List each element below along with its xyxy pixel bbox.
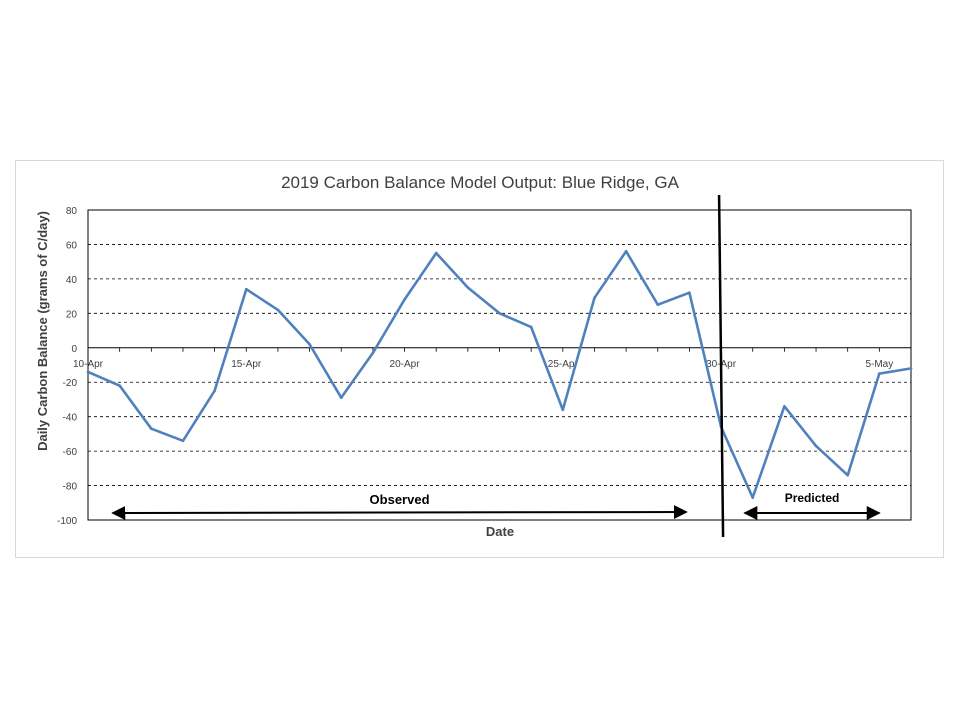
x-axis-label: Date xyxy=(486,524,514,539)
data-point xyxy=(434,251,438,255)
data-point xyxy=(909,367,913,370)
y-tick-labels: 80 60 40 20 0 -20 -40 -60 -80 -100 xyxy=(57,206,77,527)
data-point xyxy=(276,308,280,312)
data-point xyxy=(751,496,755,499)
series-line xyxy=(86,250,913,499)
data-point xyxy=(878,372,881,375)
y-tick-label: 60 xyxy=(66,240,78,251)
line-chart: 2019 Carbon Balance Model Output: Blue R… xyxy=(35,173,913,539)
data-point xyxy=(624,250,628,253)
annotations: Observed Predicted xyxy=(111,194,881,538)
y-tick-label: -80 xyxy=(63,482,78,493)
x-tick-label: 25-Apr xyxy=(548,359,579,370)
chart-title: 2019 Carbon Balance Model Output: Blue R… xyxy=(281,173,680,192)
data-point xyxy=(181,439,185,443)
y-tick-label: -20 xyxy=(63,378,78,389)
data-point xyxy=(498,312,501,315)
predicted-label: Predicted xyxy=(785,491,840,505)
y-tick-label: -100 xyxy=(57,516,77,527)
data-point xyxy=(846,473,849,477)
plot-area-border xyxy=(87,209,912,521)
data-point xyxy=(783,405,786,408)
data-point xyxy=(213,389,216,393)
data-point xyxy=(308,343,311,346)
data-point xyxy=(466,286,470,289)
x-tick-label: 10-Apr xyxy=(73,359,104,370)
observed-predicted-divider xyxy=(717,194,725,538)
data-point xyxy=(561,408,565,412)
observed-range-arrow xyxy=(111,505,688,520)
data-point xyxy=(86,370,90,374)
chart-frame: 2019 Carbon Balance Model Output: Blue R… xyxy=(15,160,944,558)
x-axis xyxy=(87,347,912,352)
data-point xyxy=(688,291,691,294)
y-tick-label: -60 xyxy=(63,447,78,458)
data-point xyxy=(339,396,343,400)
y-tick-label: 20 xyxy=(66,309,78,320)
y-tick-label: 40 xyxy=(66,275,78,286)
grid-lines xyxy=(88,244,911,486)
data-point xyxy=(593,296,596,300)
data-point xyxy=(118,384,121,387)
data-point xyxy=(814,444,818,448)
x-tick-label: 5-May xyxy=(865,359,893,370)
x-tick-label: 15-Apr xyxy=(231,359,262,370)
y-tick-label: 0 xyxy=(71,344,77,355)
data-point xyxy=(529,325,533,329)
data-point xyxy=(371,351,375,355)
data-point xyxy=(150,427,153,431)
data-point xyxy=(244,287,248,291)
data-point xyxy=(403,298,406,301)
y-axis-label: Daily Carbon Balance (grams of C/day) xyxy=(35,211,50,451)
y-tick-label: -40 xyxy=(63,413,78,424)
x-tick-label: 20-Apr xyxy=(390,359,421,370)
observed-label: Observed xyxy=(370,492,430,507)
data-point xyxy=(656,303,660,307)
y-tick-label: 80 xyxy=(66,206,78,217)
series-layer xyxy=(86,250,913,499)
